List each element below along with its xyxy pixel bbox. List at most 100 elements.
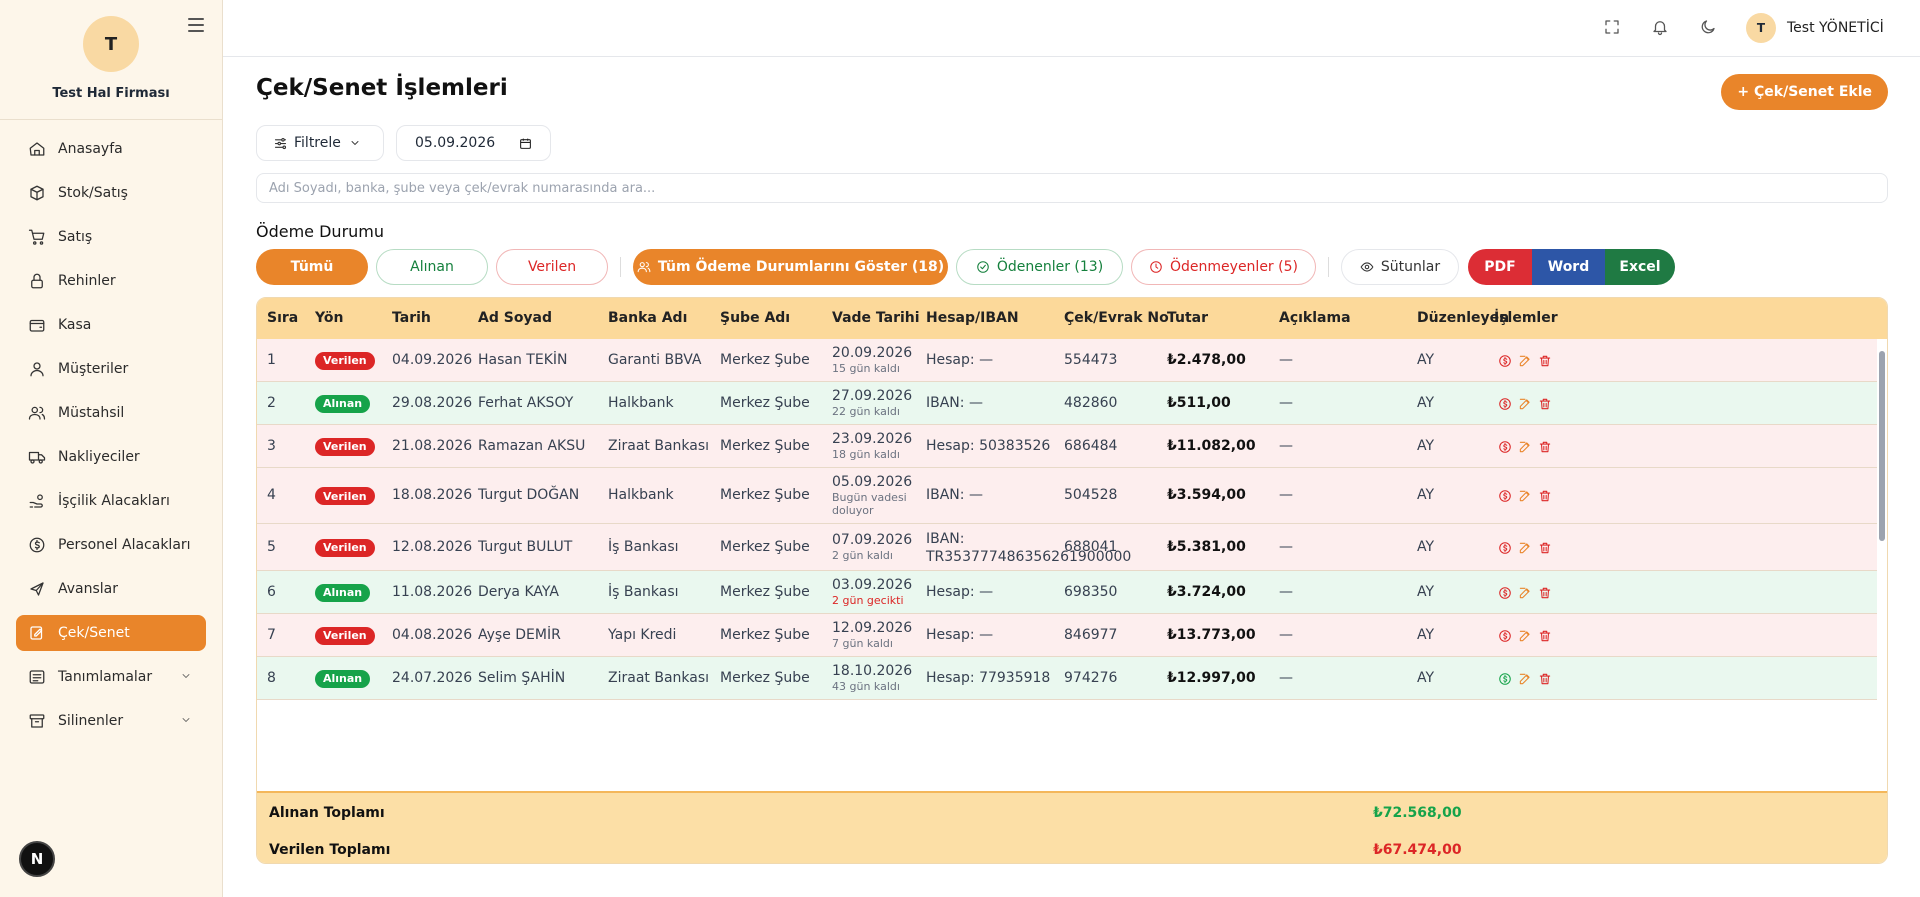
paid-filter-button[interactable]: Ödenenler (13) <box>956 249 1123 285</box>
filter-verilen-button[interactable]: Verilen <box>496 249 608 285</box>
table-body[interactable]: 1 Verilen 04.09.2026 Hasan TEKİN Garanti BBV… <box>257 339 1877 791</box>
payment-dollar-icon[interactable] <box>1498 440 1512 454</box>
show-all-status-button[interactable]: Tüm Ödeme Durumlarını Göster (18) <box>633 249 948 285</box>
column-header[interactable]: Açıklama <box>1279 310 1351 326</box>
column-header[interactable]: Banka Adı <box>608 310 688 326</box>
table-scrollbar[interactable] <box>1879 343 1885 787</box>
edit-icon[interactable] <box>1518 586 1532 600</box>
filter-button[interactable]: Filtrele <box>256 125 384 161</box>
columns-button[interactable]: Sütunlar <box>1341 249 1459 285</box>
due-date-note: 18 gün kaldı <box>832 447 900 461</box>
column-header[interactable]: Hesap/IBAN <box>926 310 1019 326</box>
table-row[interactable]: 2 Alınan 29.08.2026 Ferhat AKSOY Halkbank Mer… <box>257 382 1877 425</box>
edit-icon[interactable] <box>1518 629 1532 643</box>
date-field[interactable]: 05.09.2026 <box>396 125 551 161</box>
sidebar-item-8[interactable]: İşçilik Alacakları <box>16 483 206 519</box>
trash-icon[interactable] <box>1538 440 1552 454</box>
trash-icon[interactable] <box>1538 489 1552 503</box>
branch-cell: Merkez Şube <box>720 394 810 411</box>
export-pdf-button[interactable]: PDF <box>1468 249 1532 285</box>
table-row[interactable]: 5 Verilen 12.08.2026 Turgut BULUT İş Bankası… <box>257 524 1877 571</box>
table-row[interactable]: 8 Alınan 24.07.2026 Selim ŞAHİN Ziraat Banka… <box>257 657 1877 700</box>
export-word-button[interactable]: Word <box>1532 249 1605 285</box>
menu-toggle-icon[interactable] <box>188 18 204 32</box>
sidebar-item-11[interactable]: Çek/Senet <box>16 615 206 651</box>
user-menu[interactable]: T Test YÖNETİCİ <box>1746 13 1884 43</box>
trash-icon[interactable] <box>1538 354 1552 368</box>
clock-icon <box>1150 261 1162 273</box>
table-row[interactable]: 3 Verilen 21.08.2026 Ramazan AKSU Ziraat Ban… <box>257 425 1877 468</box>
sidebar-item-7[interactable]: Nakliyeciler <box>16 439 206 475</box>
sidebar-item-13[interactable]: Silinenler <box>16 703 206 739</box>
description-cell: — <box>1279 487 1293 503</box>
date-cell: 11.08.2026 <box>392 583 473 600</box>
due-date-note: 22 gün kaldı <box>832 404 900 418</box>
chevron-down-icon[interactable] <box>180 714 192 726</box>
column-header[interactable]: Şube Adı <box>720 310 791 326</box>
moon-icon[interactable] <box>1699 18 1719 38</box>
column-header[interactable]: Sıra <box>267 310 299 326</box>
trash-icon[interactable] <box>1538 397 1552 411</box>
sidebar-item-label: Satış <box>58 229 93 245</box>
column-header[interactable]: Tutar <box>1167 310 1209 326</box>
fullscreen-icon[interactable] <box>1603 18 1623 38</box>
payment-dollar-icon[interactable] <box>1498 672 1512 686</box>
trash-icon[interactable] <box>1538 586 1552 600</box>
filter-all-button[interactable]: Tümü <box>256 249 368 285</box>
table-row[interactable]: 1 Verilen 04.09.2026 Hasan TEKİN Garanti BBV… <box>257 339 1877 382</box>
sidebar-item-4[interactable]: Kasa <box>16 307 206 343</box>
bank-cell: İş Bankası <box>608 538 679 555</box>
export-excel-button[interactable]: Excel <box>1605 249 1675 285</box>
sidebar-item-6[interactable]: Müstahsil <box>16 395 206 431</box>
add-check-button[interactable]: + Çek/Senet Ekle <box>1721 74 1888 110</box>
amount-cell: ₺12.997,00 <box>1167 669 1256 686</box>
chevron-down-icon[interactable] <box>180 670 192 682</box>
cart-icon <box>28 228 46 246</box>
edit-icon[interactable] <box>1518 440 1532 454</box>
payment-dollar-icon[interactable] <box>1498 629 1512 643</box>
edit-icon[interactable] <box>1518 397 1532 411</box>
bell-icon[interactable] <box>1651 18 1671 38</box>
filter-alinan-button[interactable]: Alınan <box>376 249 488 285</box>
next-badge-icon[interactable]: N <box>19 841 55 877</box>
calendar-icon[interactable] <box>519 137 532 150</box>
sidebar-item-12[interactable]: Tanımlamalar <box>16 659 206 695</box>
trash-icon[interactable] <box>1538 672 1552 686</box>
sidebar-item-label: Anasayfa <box>58 141 123 157</box>
column-header[interactable]: İşlemler <box>1494 310 1558 326</box>
account-cell: Hesap: — <box>926 626 994 643</box>
table-row[interactable]: 7 Verilen 04.08.2026 Ayşe DEMİR Yapı Kredi Me… <box>257 614 1877 657</box>
unpaid-filter-button[interactable]: Ödenmeyenler (5) <box>1131 249 1316 285</box>
sidebar-item-5[interactable]: Müşteriler <box>16 351 206 387</box>
column-header[interactable]: Çek/Evrak No <box>1064 310 1169 326</box>
column-header[interactable]: Tarih <box>392 310 431 326</box>
verilen-total-label: Verilen Toplamı <box>269 842 391 858</box>
sidebar-item-1[interactable]: Stok/Satış <box>16 175 206 211</box>
edit-icon[interactable] <box>1518 354 1532 368</box>
payment-dollar-icon[interactable] <box>1498 541 1512 555</box>
payment-dollar-icon[interactable] <box>1498 397 1512 411</box>
name-cell: Turgut BULUT <box>478 538 573 555</box>
edit-icon[interactable] <box>1518 541 1532 555</box>
table-row[interactable]: 6 Alınan 11.08.2026 Derya KAYA İş Bankası Mer… <box>257 571 1877 614</box>
payment-dollar-icon[interactable] <box>1498 489 1512 503</box>
sidebar-item-10[interactable]: Avanslar <box>16 571 206 607</box>
column-header[interactable]: Düzenleyen <box>1417 310 1510 326</box>
bank-cell: Yapı Kredi <box>608 626 677 643</box>
sidebar-item-3[interactable]: Rehinler <box>16 263 206 299</box>
payment-dollar-icon[interactable] <box>1498 586 1512 600</box>
sidebar-item-2[interactable]: Satış <box>16 219 206 255</box>
column-header[interactable]: Yön <box>315 310 344 326</box>
trash-icon[interactable] <box>1538 629 1552 643</box>
truck-icon <box>28 448 46 466</box>
column-header[interactable]: Vade Tarihi <box>832 310 920 326</box>
trash-icon[interactable] <box>1538 541 1552 555</box>
payment-dollar-icon[interactable] <box>1498 354 1512 368</box>
edit-icon[interactable] <box>1518 672 1532 686</box>
search-input[interactable]: Adı Soyadı, banka, şube veya çek/evrak n… <box>256 173 1888 203</box>
table-row[interactable]: 4 Verilen 18.08.2026 Turgut DOĞAN Halkbank Me… <box>257 468 1877 524</box>
column-header[interactable]: Ad Soyad <box>478 310 553 326</box>
edit-icon[interactable] <box>1518 489 1532 503</box>
sidebar-item-0[interactable]: Anasayfa <box>16 131 206 167</box>
sidebar-item-9[interactable]: Personel Alacakları <box>16 527 206 563</box>
